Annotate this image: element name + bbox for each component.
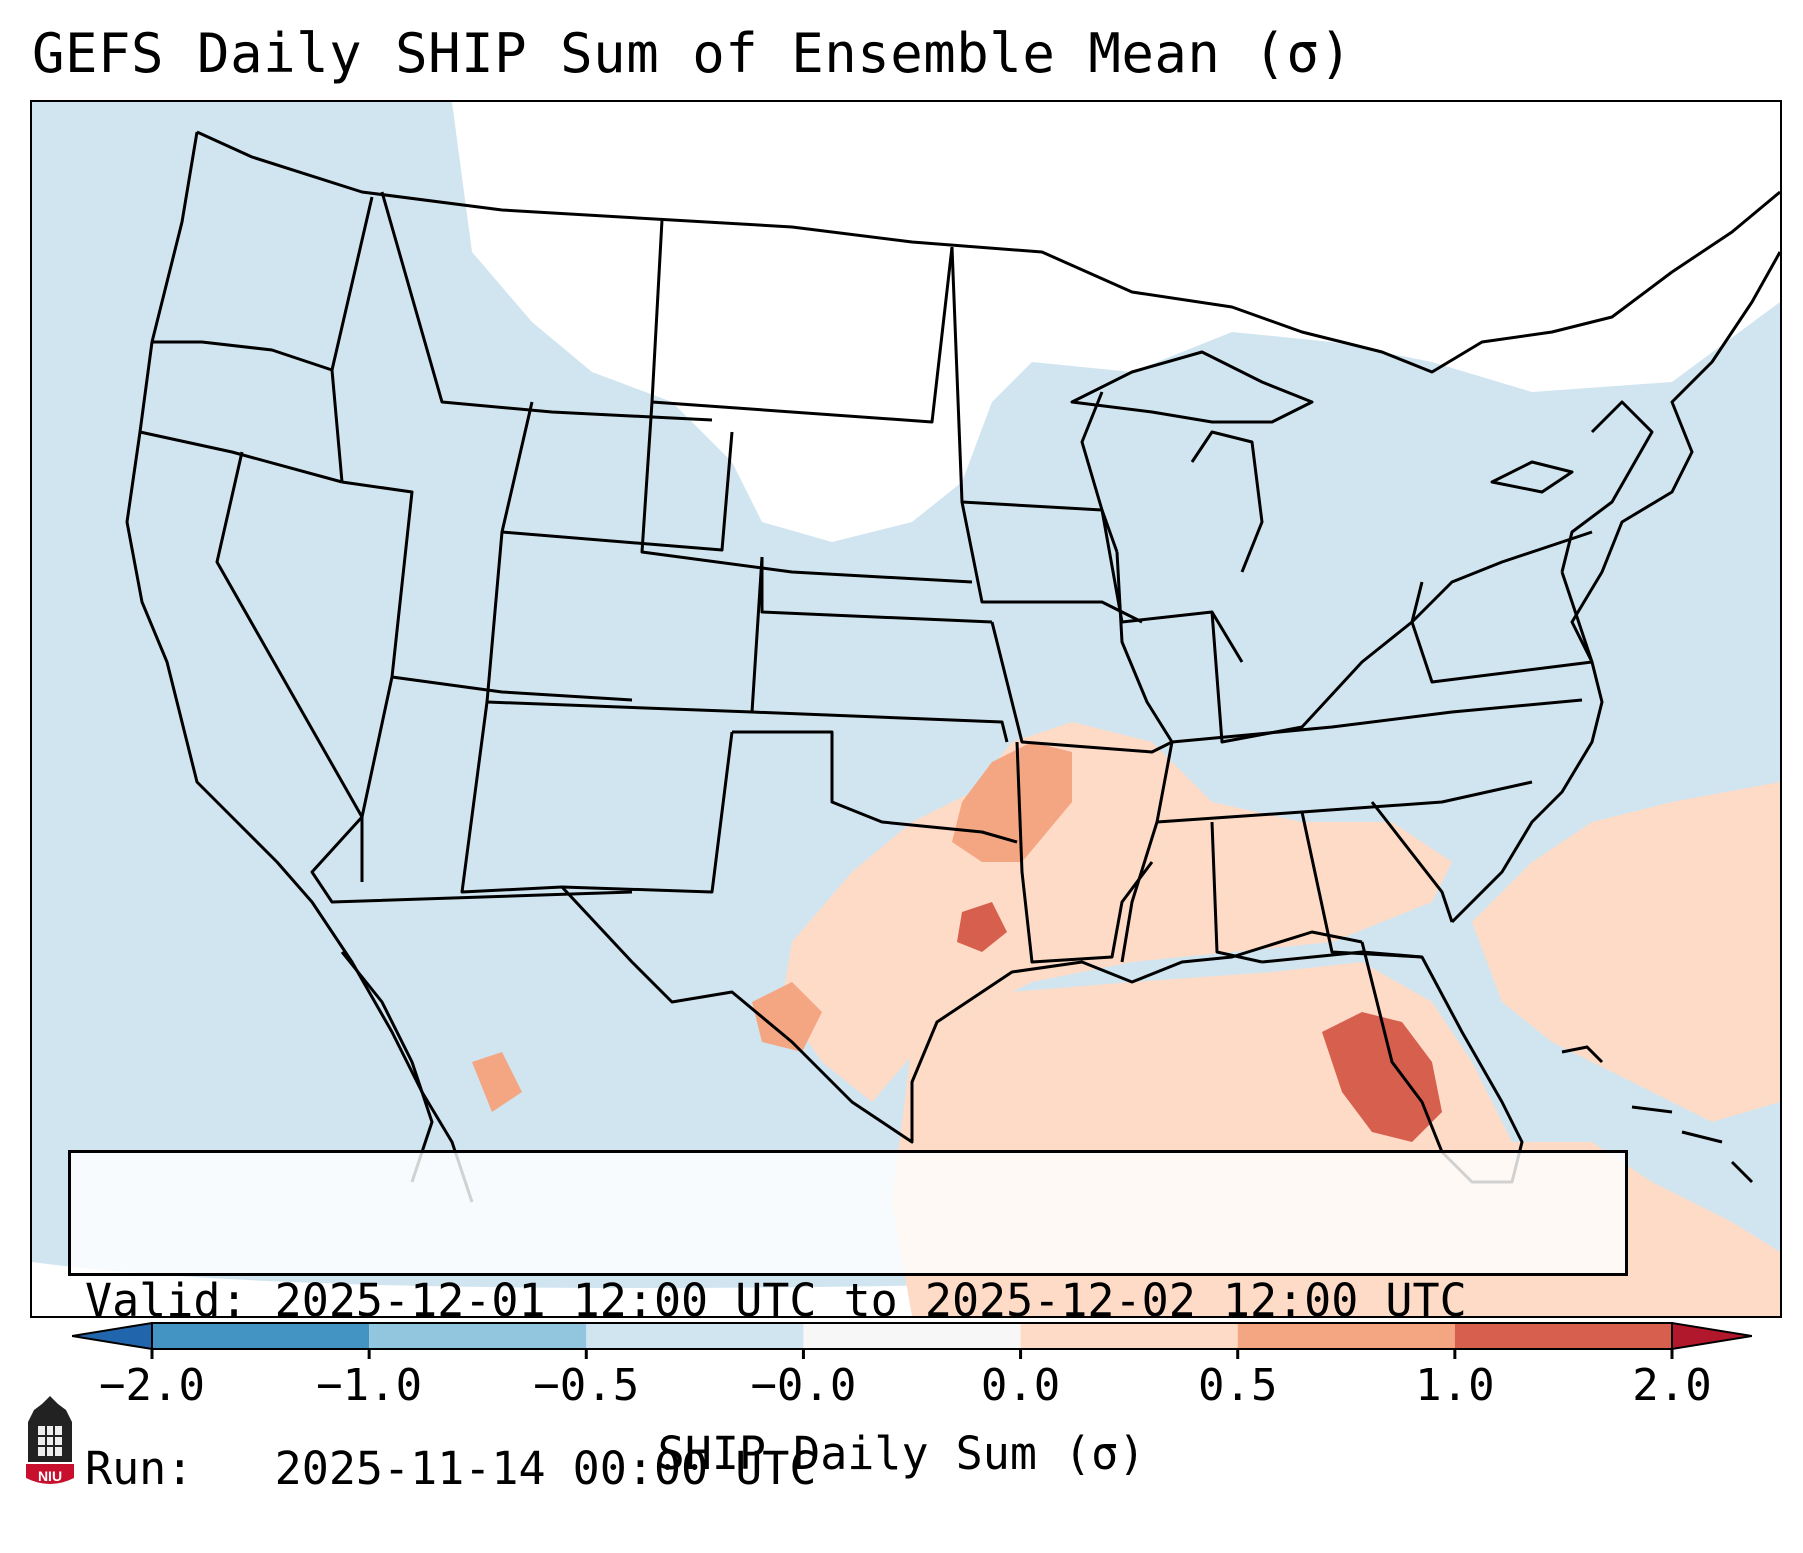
colorbar-bin <box>1237 1323 1455 1349</box>
colorado-box <box>485 531 764 714</box>
tennessee-south <box>1156 780 1533 824</box>
bahamas-island-3 <box>1681 1130 1723 1144</box>
run-time-text: Run: 2025-11-14 00:00 UTC <box>85 1442 817 1495</box>
minnesota-iowa <box>950 246 1119 553</box>
oregon-california <box>139 430 343 484</box>
georgia-carolina <box>1370 801 1454 923</box>
idaho-montana-line <box>330 196 374 483</box>
field-region-northern-plains-near-zero <box>452 102 1780 542</box>
sd-ne-line <box>640 401 973 584</box>
bahamas-island-4 <box>1730 1160 1754 1184</box>
wisconsin-michigan <box>1080 391 1244 663</box>
colorbar-bin <box>803 1323 1021 1349</box>
chart-title: GEFS Daily SHIP Sum of Ensemble Mean (σ) <box>32 22 1353 85</box>
lake-superior <box>1070 350 1314 424</box>
colorbar-bin <box>586 1323 804 1349</box>
missouri-arkansas <box>990 621 1173 754</box>
logo-window-grid <box>38 1426 62 1456</box>
state-borders <box>125 130 1780 1203</box>
colorbar-tick-label: −1.0 <box>316 1360 423 1411</box>
ohio-pa <box>1410 571 1594 684</box>
colorbar-bin <box>152 1323 370 1349</box>
colorbar-extend-low <box>72 1321 153 1351</box>
colorbar-bin <box>369 1323 587 1349</box>
iowa-missouri <box>960 501 1143 624</box>
dakotas-line <box>650 219 954 424</box>
map-panel <box>30 100 1782 1318</box>
colorbar-label: SHIP Daily Sum (σ) <box>657 1427 1146 1480</box>
field-layer <box>452 102 1780 1316</box>
bahamas-island-1 <box>1561 1045 1604 1064</box>
valid-run-info-box: Valid: 2025-12-01 12:00 UTC to 2025-12-0… <box>68 1150 1628 1495</box>
mississippi-alabama <box>1210 821 1263 964</box>
wyoming-box <box>500 401 734 552</box>
texas-coast <box>560 885 1363 1144</box>
niu-logo: NIU <box>26 1396 74 1484</box>
colorbar-outline <box>151 1322 1673 1350</box>
arizona-line <box>310 815 633 904</box>
utah-arizona <box>391 675 633 702</box>
field-region-arklatex-moderate <box>472 742 1072 1112</box>
arkansas-louisiana <box>1015 741 1154 964</box>
field-region-southern-plains-positive <box>782 722 1452 1102</box>
caribbean-islands <box>1561 1045 1754 1184</box>
logo-window-lines <box>38 1426 62 1456</box>
montana-wyoming <box>380 191 713 422</box>
great-lakes-michigan <box>1190 430 1264 573</box>
logo-shield <box>26 1464 74 1484</box>
atlantic-coast <box>1450 251 1780 924</box>
nevada-utah <box>341 480 414 818</box>
colorbar-bin <box>1454 1323 1672 1349</box>
colorbar-tick-label: 0.5 <box>1197 1360 1278 1411</box>
nebraska-kansas <box>760 557 993 624</box>
colorbar-tick-label: 1.0 <box>1415 1360 1495 1411</box>
colorbar-bins <box>72 1321 1752 1351</box>
colorbar-tick-label: −2.0 <box>99 1360 205 1411</box>
california-nevada <box>215 451 364 882</box>
pacific-coast <box>125 131 474 1203</box>
canada-border <box>196 130 1780 374</box>
great-lakes-erie <box>1410 530 1593 624</box>
colorbar-bin <box>1020 1323 1238 1349</box>
field-region-atlantic-positive <box>1472 782 1780 1122</box>
map-svg <box>32 102 1780 1316</box>
kentucky-tennessee <box>1171 698 1583 744</box>
colorbar-tick-label: −0.5 <box>533 1360 640 1411</box>
baja-peninsula <box>340 951 434 1183</box>
colorbar-tick-label: 0.0 <box>980 1360 1061 1411</box>
colorbar <box>72 1321 1752 1359</box>
valid-time-text: Valid: 2025-12-01 12:00 UTC to 2025-12-0… <box>85 1274 1467 1327</box>
colorbar-tick-label: 2.0 <box>1632 1360 1712 1411</box>
colorbar-ticks <box>150 1349 1674 1359</box>
field-region-florida-high <box>957 902 1442 1142</box>
bahamas-island-2 <box>1631 1105 1673 1114</box>
logo-text: NIU <box>38 1468 62 1484</box>
colorbar-tick-label: −0.0 <box>750 1360 857 1411</box>
kansas-oklahoma <box>751 710 1009 743</box>
washington-oregon <box>152 340 333 372</box>
colorbar-extend-high <box>1671 1321 1752 1351</box>
lake-ontario <box>1490 460 1574 494</box>
oklahoma-texas <box>732 730 1018 844</box>
indiana-ohio <box>1210 581 1424 744</box>
